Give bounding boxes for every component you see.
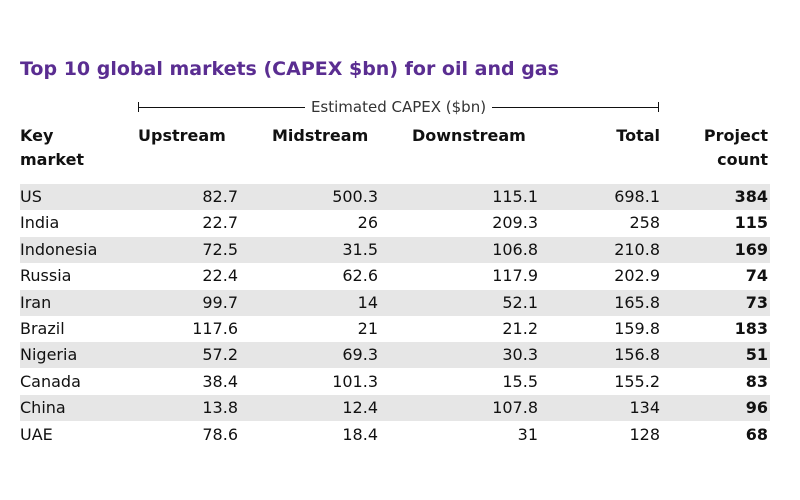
table-cell: 698.1 — [614, 187, 660, 206]
table-cell: 169 — [734, 239, 768, 259]
bracket-tick — [658, 102, 659, 112]
table-row: Russia 22.4 62.6 117.9 202.9 74 — [20, 263, 770, 289]
table-cell: 117.9 — [492, 266, 538, 286]
table-cell: Indonesia — [20, 239, 98, 259]
table-cell: 159.8 — [614, 319, 660, 338]
table-cell: 30.3 — [502, 345, 538, 365]
table-cell: 83 — [745, 371, 768, 391]
table-cell: 21.2 — [502, 319, 538, 338]
column-header: Upstream — [138, 126, 226, 145]
column-header: Midstream — [272, 126, 369, 145]
table-cell: US — [20, 187, 42, 206]
table-cell: 115 — [734, 213, 768, 233]
table-row: UAE 78.6 18.4 31 128 68 — [20, 422, 770, 448]
table-cell: 52.1 — [502, 292, 538, 312]
table-cell: 69.3 — [342, 345, 378, 365]
table-cell: UAE — [20, 424, 53, 444]
table-row: India 22.7 26 209.3 258 115 — [20, 210, 770, 236]
table-cell: India — [20, 213, 60, 233]
table-cell: 82.7 — [202, 187, 238, 206]
table-cell: Iran — [20, 292, 52, 312]
table-row: US 82.7 500.3 115.1 698.1 384 — [20, 184, 770, 210]
table-cell: Brazil — [20, 319, 65, 338]
title: Top 10 global markets (CAPEX $bn) for oi… — [20, 58, 559, 80]
table-cell: 134 — [629, 398, 660, 418]
table-cell: Russia — [20, 266, 72, 286]
table-cell: 51 — [745, 345, 768, 365]
table-cell: 258 — [629, 213, 660, 233]
table-cell: Nigeria — [20, 345, 78, 365]
table-cell: China — [20, 398, 66, 418]
table-cell: 12.4 — [342, 398, 378, 418]
table-cell: 31 — [517, 424, 538, 444]
table-cell: 74 — [745, 266, 768, 286]
table-cell: 202.9 — [614, 266, 660, 286]
table-cell: 21 — [357, 319, 378, 338]
table-cell: 13.8 — [202, 398, 238, 418]
table-row: Brazil 117.6 21 21.2 159.8 183 — [20, 316, 770, 342]
column-header: Project count — [703, 126, 768, 169]
group-header-text: Estimated CAPEX ($bn) — [304, 98, 493, 116]
table-cell: 106.8 — [492, 239, 538, 259]
table-cell: 15.5 — [502, 371, 538, 391]
table-cell: 165.8 — [614, 292, 660, 312]
table-row: Indonesia 72.5 31.5 106.8 210.8 169 — [20, 236, 770, 263]
table-cell: 18.4 — [342, 424, 378, 444]
table-row: Canada 38.4 101.3 15.5 155.2 83 — [20, 369, 770, 395]
table-cell: 62.6 — [342, 266, 378, 286]
table-cell: 68 — [745, 424, 768, 444]
group-header: Estimated CAPEX ($bn) — [138, 98, 659, 118]
table-row: Iran 99.7 14 52.1 165.8 73 — [20, 289, 770, 316]
table-cell: 96 — [745, 398, 768, 418]
group-header-text-box: Estimated CAPEX ($bn) — [138, 98, 659, 116]
table-cell: 156.8 — [614, 345, 660, 365]
table-cell: 117.6 — [192, 319, 238, 338]
table-cell: 26 — [357, 213, 378, 233]
table-row: China 13.8 12.4 107.8 134 96 — [20, 395, 770, 422]
table-cell: 73 — [745, 292, 768, 312]
table-cell: 72.5 — [202, 239, 238, 259]
column-header: Key market — [20, 126, 85, 169]
table-cell: 38.4 — [202, 371, 238, 391]
table-cell: 107.8 — [492, 398, 538, 418]
table-cell: 209.3 — [492, 213, 538, 233]
table-cell: 22.4 — [202, 266, 238, 286]
column-header: Downstream — [412, 126, 526, 145]
table-cell: 78.6 — [202, 424, 238, 444]
table-cell: 210.8 — [614, 239, 660, 259]
table-cell: 183 — [734, 319, 768, 338]
table-cell: Canada — [20, 371, 81, 391]
table-row: Nigeria 57.2 69.3 30.3 156.8 51 — [20, 342, 770, 369]
table-cell: 57.2 — [202, 345, 238, 365]
table-cell: 500.3 — [332, 187, 378, 206]
table-cell: 22.7 — [202, 213, 238, 233]
table-cell: 115.1 — [492, 187, 538, 206]
table-cell: 31.5 — [342, 239, 378, 259]
table-cell: 14 — [357, 292, 378, 312]
column-header: Total — [616, 126, 660, 145]
table-cell: 99.7 — [202, 292, 238, 312]
table-cell: 155.2 — [614, 371, 660, 391]
table-cell: 128 — [629, 424, 660, 444]
table-cell: 101.3 — [332, 371, 378, 391]
table-cell: 384 — [734, 187, 768, 206]
